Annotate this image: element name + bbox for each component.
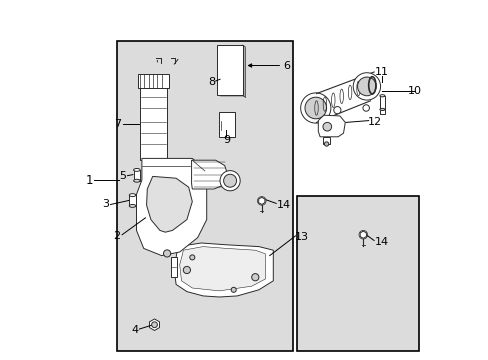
Circle shape: [223, 174, 236, 187]
Text: 7: 7: [114, 119, 121, 129]
Polygon shape: [318, 115, 345, 137]
Polygon shape: [258, 197, 264, 204]
Circle shape: [322, 122, 331, 131]
Bar: [217, 45, 242, 95]
Text: 11: 11: [374, 67, 388, 77]
Text: 6: 6: [283, 60, 290, 71]
Polygon shape: [146, 176, 192, 232]
Circle shape: [163, 250, 170, 257]
Polygon shape: [149, 319, 159, 330]
Bar: [219, 112, 235, 137]
Text: 8: 8: [207, 77, 215, 87]
Ellipse shape: [129, 204, 136, 207]
Ellipse shape: [379, 108, 384, 111]
Circle shape: [231, 287, 236, 292]
Text: 5: 5: [119, 171, 126, 181]
Bar: [129, 195, 136, 206]
Circle shape: [300, 93, 330, 123]
Text: 14: 14: [276, 200, 290, 210]
Text: 14: 14: [374, 237, 388, 247]
Text: 13: 13: [294, 232, 308, 242]
Text: 12: 12: [367, 117, 381, 127]
Text: 10: 10: [407, 86, 421, 96]
Circle shape: [324, 142, 328, 146]
Ellipse shape: [129, 194, 136, 197]
Ellipse shape: [133, 179, 140, 182]
Polygon shape: [179, 247, 265, 291]
Circle shape: [189, 255, 194, 260]
Bar: [138, 74, 168, 88]
Text: 9: 9: [223, 135, 229, 145]
Bar: [322, 137, 329, 144]
Circle shape: [251, 274, 258, 281]
Circle shape: [220, 171, 240, 191]
Circle shape: [352, 73, 380, 100]
Text: 3: 3: [102, 199, 109, 210]
Text: 1: 1: [85, 174, 93, 186]
Bar: [140, 77, 167, 160]
Polygon shape: [136, 158, 206, 256]
Circle shape: [151, 322, 157, 328]
Circle shape: [357, 77, 375, 96]
Bar: [133, 170, 140, 181]
Ellipse shape: [379, 95, 384, 97]
Text: 2: 2: [113, 231, 120, 241]
Bar: [379, 96, 384, 109]
Bar: [380, 109, 384, 114]
Polygon shape: [174, 243, 273, 297]
Polygon shape: [360, 231, 366, 238]
Circle shape: [333, 107, 340, 114]
Bar: [296, 196, 418, 351]
Circle shape: [305, 97, 326, 119]
Bar: [170, 257, 177, 277]
Polygon shape: [191, 160, 228, 189]
Bar: [220, 47, 244, 97]
Bar: [117, 41, 292, 351]
Ellipse shape: [133, 168, 140, 171]
Circle shape: [183, 266, 190, 274]
Text: 4: 4: [131, 325, 138, 336]
Bar: [220, 112, 236, 138]
